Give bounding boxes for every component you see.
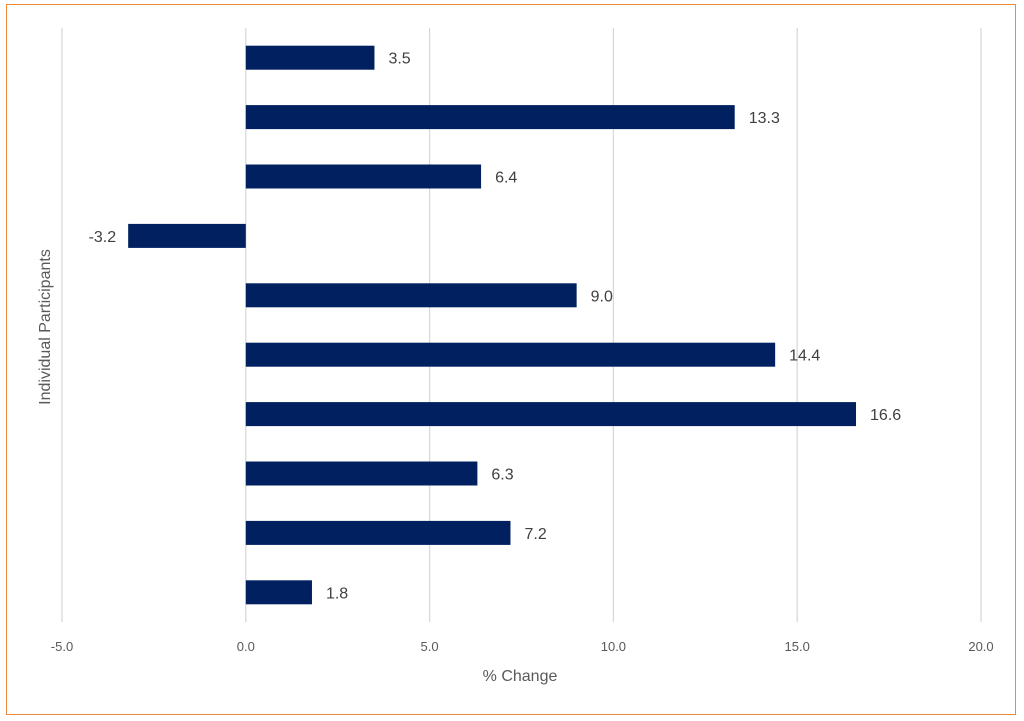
data-label: 1.8	[326, 585, 348, 602]
x-tick-label: 15.0	[785, 639, 810, 654]
bar	[245, 520, 511, 545]
x-tick-label: 10.0	[601, 639, 626, 654]
data-labels: 3.5 13.3 6.4 -3.2 9.0 14.4 16.6 6.3 7.2 1.8	[89, 51, 902, 603]
x-axis-title: % Change	[483, 668, 558, 685]
bar	[245, 580, 312, 605]
bar	[128, 223, 246, 248]
x-tick-label: 5.0	[421, 639, 439, 654]
bar	[245, 402, 857, 427]
data-label: 7.2	[524, 526, 546, 543]
data-label: -3.2	[89, 229, 117, 246]
bars	[128, 45, 857, 605]
x-tick-label: 20.0	[968, 639, 993, 654]
x-axis-ticks: -5.0 0.0 5.0 10.0 15.0 20.0	[51, 639, 994, 654]
bar	[245, 342, 776, 367]
data-label: 6.4	[495, 170, 517, 187]
x-tick-label: 0.0	[237, 639, 255, 654]
bar	[245, 461, 478, 486]
data-label: 6.3	[491, 467, 513, 484]
x-tick-label: -5.0	[51, 639, 73, 654]
data-label: 14.4	[789, 348, 820, 365]
data-label: 13.3	[749, 110, 780, 127]
bar	[245, 283, 577, 308]
data-label: 9.0	[591, 288, 613, 305]
bar	[245, 105, 735, 130]
data-label: 3.5	[388, 51, 410, 68]
y-axis-title: Individual Participants	[37, 249, 54, 405]
bar	[245, 164, 482, 189]
bar	[245, 45, 375, 70]
data-label: 16.6	[870, 407, 901, 424]
